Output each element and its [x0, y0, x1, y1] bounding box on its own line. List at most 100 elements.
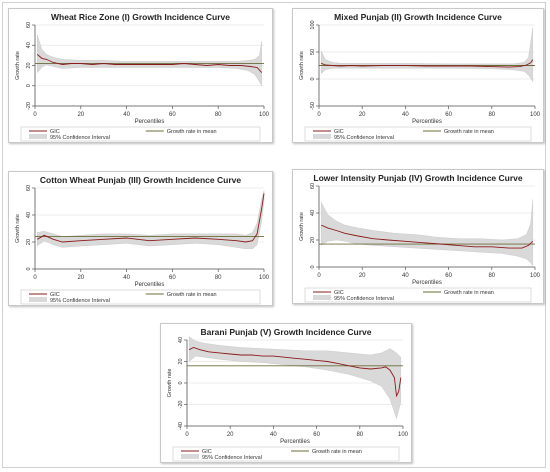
y-tick-label: 60	[26, 185, 32, 191]
x-tick-label: 80	[215, 275, 222, 281]
chart-panel-5: Barani Punjab (V) Growth Incidence Curve…	[160, 323, 412, 463]
y-tick-label: 50	[310, 49, 316, 55]
legend-gic-label: GIC	[202, 449, 212, 455]
legend-ci-label: 95% Confidence Interval	[202, 455, 262, 461]
y-tick-label: 20	[26, 62, 32, 68]
legend-gic-label: GIC	[50, 292, 60, 298]
y-axis-label: Growth rate	[299, 212, 305, 241]
y-tick-label: 40	[178, 337, 184, 343]
y-tick-label: 20	[26, 239, 32, 245]
x-tick-label: 100	[259, 112, 270, 118]
legend-box	[172, 446, 400, 462]
chart-2: Mixed Punjab (II) Growth Incidence Curve…	[299, 12, 541, 142]
x-tick-label: 80	[488, 112, 495, 118]
y-tick-label: 40	[310, 210, 316, 216]
legend-ci-swatch	[313, 134, 331, 139]
x-tick-label: 0	[317, 112, 321, 118]
legend-mean-label: Growth rate in mean	[312, 449, 362, 455]
y-tick-label: -40	[178, 422, 184, 430]
x-tick-label: 80	[215, 112, 222, 118]
chart-4: Lower Intensity Punjab (IV) Growth Incid…	[299, 173, 541, 303]
confidence-band	[321, 27, 534, 83]
y-tick-label: 60	[310, 183, 316, 189]
y-axis-label: Growth rate	[167, 369, 173, 398]
confidence-band	[321, 199, 534, 267]
y-tick-label: 0	[310, 77, 316, 80]
legend-mean-label: Growth rate in mean	[444, 290, 494, 296]
y-tick-label: -20	[178, 401, 184, 409]
x-tick-label: 40	[123, 275, 130, 281]
x-tick-label: 80	[488, 273, 495, 279]
x-tick-label: 0	[33, 275, 37, 281]
y-tick-label: 60	[26, 22, 32, 28]
y-axis-label: Growth rate	[15, 51, 21, 80]
x-tick-label: 20	[359, 112, 366, 118]
legend-gic-label: GIC	[334, 290, 344, 296]
x-axis-label: Percentiles	[135, 282, 165, 288]
x-tick-label: 60	[445, 273, 452, 279]
x-tick-label: 40	[123, 112, 130, 118]
legend-gic-label: GIC	[50, 129, 60, 135]
gic-line	[188, 347, 402, 398]
x-tick-label: 60	[445, 112, 452, 118]
legend-ci-label: 95% Confidence Interval	[334, 296, 394, 302]
legend-ci-label: 95% Confidence Interval	[50, 298, 110, 304]
legend-ci-swatch	[181, 454, 199, 459]
chart-title: Cotton Wheat Punjab (III) Growth Inciden…	[40, 175, 241, 185]
x-tick-label: 0	[185, 432, 189, 438]
chart-panel-2: Mixed Punjab (II) Growth Incidence Curve…	[292, 8, 544, 143]
x-tick-label: 60	[169, 112, 176, 118]
x-axis-label: Percentiles	[412, 280, 442, 286]
x-tick-label: 100	[530, 112, 541, 118]
y-tick-label: 100	[310, 20, 316, 29]
y-tick-label: 0	[178, 381, 184, 384]
chart-5: Barani Punjab (V) Growth Incidence Curve…	[167, 327, 409, 462]
x-tick-label: 0	[317, 273, 321, 279]
x-tick-label: 40	[402, 112, 409, 118]
chart-3: Cotton Wheat Punjab (III) Growth Inciden…	[15, 175, 270, 305]
x-tick-label: 20	[77, 275, 84, 281]
legend-gic-label: GIC	[334, 129, 344, 135]
figure-frame	[2, 2, 546, 468]
chart-panel-4: Lower Intensity Punjab (IV) Growth Incid…	[292, 169, 544, 304]
x-axis-label: Percentiles	[135, 119, 165, 125]
chart-title: Mixed Punjab (II) Growth Incidence Curve	[334, 12, 502, 22]
gic-line	[37, 193, 265, 243]
chart-panel-1: Wheat Rice Zone (I) Growth Incidence Cur…	[8, 8, 273, 143]
y-tick-label: -20	[26, 102, 32, 110]
y-tick-label: 20	[178, 358, 184, 364]
x-tick-label: 80	[356, 432, 363, 438]
y-tick-label: 40	[26, 212, 32, 218]
x-tick-label: 100	[530, 273, 541, 279]
chart-title: Barani Punjab (V) Growth Incidence Curve	[201, 327, 372, 337]
legend-mean-label: Growth rate in mean	[167, 292, 217, 298]
confidence-band	[189, 336, 402, 420]
legend-ci-label: 95% Confidence Interval	[334, 135, 394, 141]
y-tick-label: -50	[310, 102, 316, 110]
confidence-band	[37, 35, 262, 87]
legend-box	[20, 126, 261, 142]
legend-ci-swatch	[29, 297, 47, 302]
legend-box	[304, 287, 532, 303]
x-tick-label: 100	[259, 275, 270, 281]
legend-ci-swatch	[29, 134, 47, 139]
y-tick-label: 0	[26, 84, 32, 87]
confidence-band	[37, 190, 265, 250]
x-axis-label: Percentiles	[412, 119, 442, 125]
x-tick-label: 40	[402, 273, 409, 279]
x-tick-label: 60	[169, 275, 176, 281]
x-tick-label: 40	[270, 432, 277, 438]
x-tick-label: 20	[227, 432, 234, 438]
gic-line	[321, 224, 534, 249]
y-axis-label: Growth rate	[299, 51, 305, 80]
legend-box	[20, 289, 261, 305]
chart-title: Wheat Rice Zone (I) Growth Incidence Cur…	[51, 12, 230, 22]
x-tick-label: 20	[77, 112, 84, 118]
chart-panel-3: Cotton Wheat Punjab (III) Growth Inciden…	[8, 171, 273, 306]
y-tick-label: 0	[310, 265, 316, 268]
legend-ci-swatch	[313, 295, 331, 300]
chart-title: Lower Intensity Punjab (IV) Growth Incid…	[313, 173, 522, 183]
x-tick-label: 100	[398, 432, 409, 438]
y-tick-label: 40	[26, 42, 32, 48]
y-tick-label: 0	[26, 267, 32, 270]
